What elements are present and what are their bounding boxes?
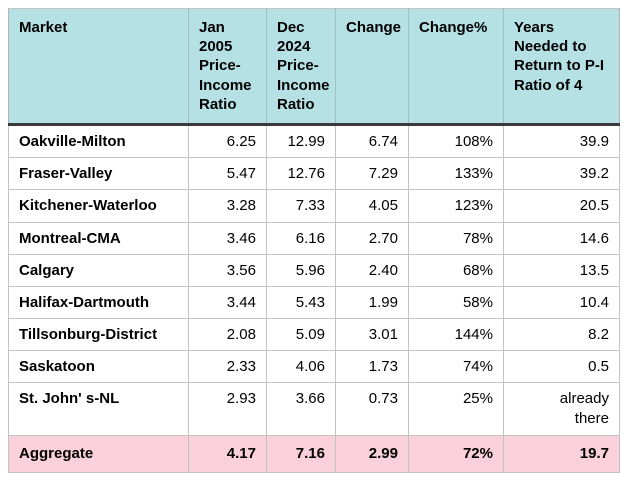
aggregate-market-cell: Aggregate: [8, 435, 189, 473]
cell-jan-2005: 6.25: [188, 123, 267, 159]
cell-dec-2024: 5.43: [266, 285, 336, 320]
cell-market: Tillsonburg-District: [8, 318, 189, 352]
cell-change: 6.74: [335, 123, 409, 159]
cell-change: 4.05: [335, 189, 409, 223]
cell-years: 10.4: [503, 285, 620, 320]
cell-years: 14.6: [503, 221, 620, 255]
cell-jan-2005: 5.47: [188, 157, 267, 191]
cell-change-pct: 144%: [408, 318, 504, 352]
cell-years: 0.5: [503, 350, 620, 384]
table-row: Oakville-Milton 6.25 12.99 6.74 108% 39.…: [8, 123, 620, 159]
aggregate-change-cell: 2.99: [335, 435, 409, 473]
cell-market: Oakville-Milton: [8, 123, 189, 159]
cell-change-pct: 108%: [408, 123, 504, 159]
table-row: Halifax-Dartmouth 3.44 5.43 1.99 58% 10.…: [8, 285, 620, 320]
column-header-years-needed: Years Needed to Return to P-I Ratio of 4: [503, 8, 620, 126]
cell-years: 13.5: [503, 253, 620, 287]
cell-years: 8.2: [503, 318, 620, 352]
cell-change: 3.01: [335, 318, 409, 352]
column-header-change-pct: Change%: [408, 8, 504, 126]
aggregate-jan-2005-cell: 4.17: [188, 435, 267, 473]
cell-dec-2024: 12.99: [266, 123, 336, 159]
cell-change-pct: 78%: [408, 221, 504, 255]
cell-dec-2024: 5.96: [266, 253, 336, 287]
table-row: Fraser-Valley 5.47 12.76 7.29 133% 39.2: [8, 157, 620, 191]
cell-dec-2024: 6.16: [266, 221, 336, 255]
cell-change: 2.40: [335, 253, 409, 287]
cell-market: Montreal-CMA: [8, 221, 189, 255]
cell-change: 1.99: [335, 285, 409, 320]
cell-dec-2024: 5.09: [266, 318, 336, 352]
cell-dec-2024: 4.06: [266, 350, 336, 384]
cell-market: Saskatoon: [8, 350, 189, 384]
years-already-there-label: already there: [559, 390, 609, 427]
price-income-ratio-table: Market Jan 2005 Price-Income Ratio Dec 2…: [8, 8, 620, 473]
cell-market: Fraser-Valley: [8, 157, 189, 191]
cell-jan-2005: 3.44: [188, 285, 267, 320]
cell-market: Kitchener-Waterloo: [8, 189, 189, 223]
table-row: Kitchener-Waterloo 3.28 7.33 4.05 123% 2…: [8, 189, 620, 223]
cell-change-pct: 74%: [408, 350, 504, 384]
aggregate-years-cell: 19.7: [503, 435, 620, 473]
cell-change: 2.70: [335, 221, 409, 255]
header-row: Market Jan 2005 Price-Income Ratio Dec 2…: [8, 8, 620, 126]
cell-jan-2005: 3.56: [188, 253, 267, 287]
table-row: St. John' s-NL 2.93 3.66 0.73 25% alread…: [8, 382, 620, 437]
column-header-jan-2005: Jan 2005 Price-Income Ratio: [188, 8, 267, 126]
cell-years: 20.5: [503, 189, 620, 223]
cell-jan-2005: 2.93: [188, 382, 267, 437]
column-header-dec-2024: Dec 2024 Price-Income Ratio: [266, 8, 336, 126]
cell-change: 7.29: [335, 157, 409, 191]
cell-market: Calgary: [8, 253, 189, 287]
aggregate-row: Aggregate 4.17 7.16 2.99 72% 19.7: [8, 435, 620, 473]
aggregate-dec-2024-cell: 7.16: [266, 435, 336, 473]
cell-jan-2005: 3.46: [188, 221, 267, 255]
table-row: Saskatoon 2.33 4.06 1.73 74% 0.5: [8, 350, 620, 384]
cell-change: 1.73: [335, 350, 409, 384]
cell-change-pct: 58%: [408, 285, 504, 320]
table-row: Tillsonburg-District 2.08 5.09 3.01 144%…: [8, 318, 620, 352]
cell-dec-2024: 12.76: [266, 157, 336, 191]
column-header-market: Market: [8, 8, 189, 126]
cell-years: 39.9: [503, 123, 620, 159]
cell-change-pct: 68%: [408, 253, 504, 287]
cell-change-pct: 133%: [408, 157, 504, 191]
table-row: Calgary 3.56 5.96 2.40 68% 13.5: [8, 253, 620, 287]
cell-years: 39.2: [503, 157, 620, 191]
cell-jan-2005: 2.08: [188, 318, 267, 352]
cell-dec-2024: 3.66: [266, 382, 336, 437]
cell-jan-2005: 3.28: [188, 189, 267, 223]
cell-years: already there: [503, 382, 620, 437]
cell-change-pct: 25%: [408, 382, 504, 437]
table-row: Montreal-CMA 3.46 6.16 2.70 78% 14.6: [8, 221, 620, 255]
cell-jan-2005: 2.33: [188, 350, 267, 384]
aggregate-change-pct-cell: 72%: [408, 435, 504, 473]
cell-market: Halifax-Dartmouth: [8, 285, 189, 320]
column-header-change: Change: [335, 8, 409, 126]
cell-dec-2024: 7.33: [266, 189, 336, 223]
cell-market: St. John' s-NL: [8, 382, 189, 437]
cell-change: 0.73: [335, 382, 409, 437]
cell-change-pct: 123%: [408, 189, 504, 223]
